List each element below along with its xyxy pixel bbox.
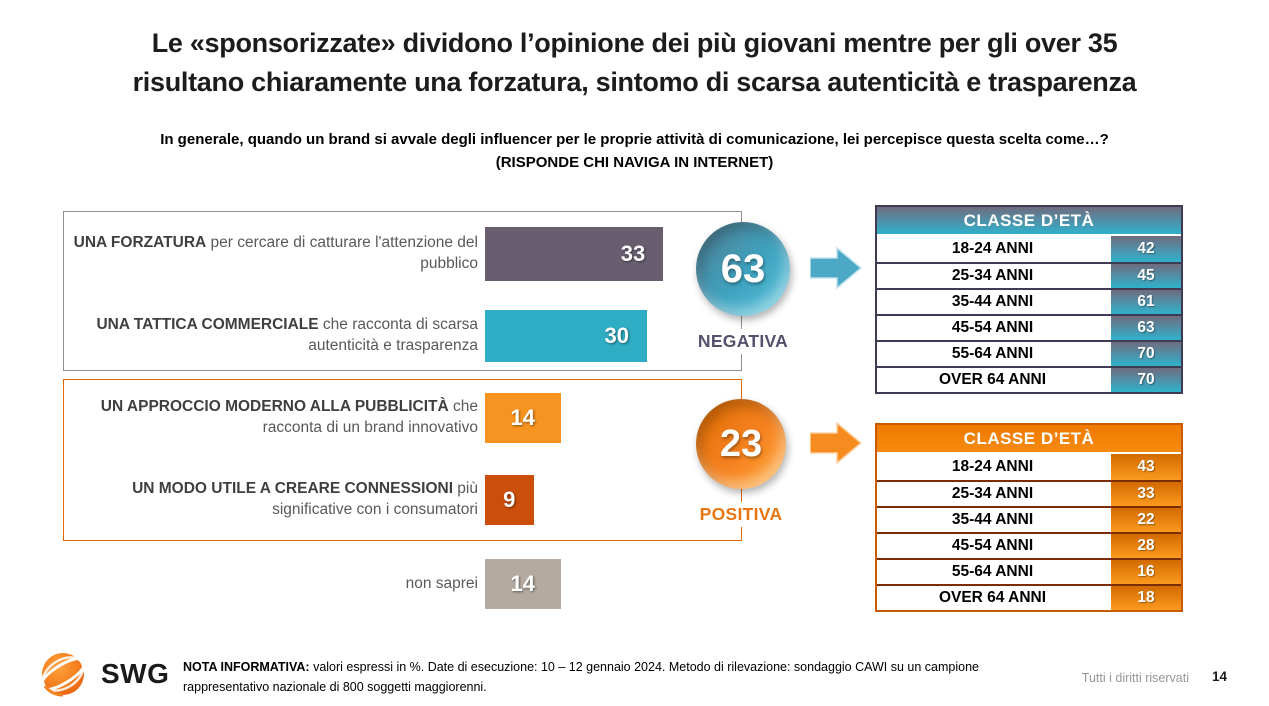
- age-label: OVER 64 ANNI: [877, 586, 1108, 610]
- right-arrow-icon: [810, 247, 862, 289]
- table-row: 25-34 ANNI 45: [877, 262, 1181, 288]
- bar-label-rest: più significative con i consumatori: [272, 480, 478, 518]
- survey-question: In generale, quando un brand si avvale d…: [60, 128, 1209, 175]
- positiva-caption: POSITIVA: [691, 502, 791, 527]
- age-value: 42: [1108, 236, 1181, 262]
- age-label: 45-54 ANNI: [877, 534, 1108, 558]
- bar-label: non saprei: [70, 559, 478, 609]
- page-title: Le «sponsorizzate» dividono l’opinione d…: [40, 24, 1229, 102]
- footer-note-label: NOTA INFORMATIVA:: [183, 660, 310, 674]
- bar-label-bold: UNA FORZATURA: [73, 234, 207, 252]
- bar-approccio: 14: [485, 393, 561, 443]
- swg-globe-icon: [38, 653, 88, 697]
- right-arrow-icon: [810, 422, 862, 464]
- bar-value: 33: [620, 241, 646, 266]
- age-table-header: CLASSE D’ETÀ: [877, 207, 1181, 234]
- swg-logo: SWG: [33, 646, 169, 702]
- age-value: 28: [1108, 534, 1181, 558]
- age-label: 18-24 ANNI: [877, 454, 1108, 480]
- table-row: 45-54 ANNI 28: [877, 532, 1181, 558]
- age-label: 35-44 ANNI: [877, 290, 1108, 314]
- table-row: 45-54 ANNI 63: [877, 314, 1181, 340]
- bar-label-rest: non saprei: [405, 574, 478, 592]
- table-row: 55-64 ANNI 16: [877, 558, 1181, 584]
- age-table-negativa: CLASSE D’ETÀ 18-24 ANNI 42 25-34 ANNI 45…: [875, 205, 1183, 394]
- bar-forzatura: 33: [485, 227, 664, 281]
- bar-label-rest: che racconta di scarsa autenticità e tra…: [308, 316, 478, 354]
- bar-label-rest: per cercare di catturare l'attenzione de…: [206, 234, 478, 272]
- age-label: 55-64 ANNI: [877, 342, 1108, 366]
- age-label: 18-24 ANNI: [877, 236, 1108, 262]
- page-title-line1: Le «sponsorizzate» dividono l’opinione d…: [151, 28, 1118, 58]
- age-value: 70: [1108, 342, 1181, 366]
- age-label: OVER 64 ANNI: [877, 368, 1108, 392]
- table-row: 18-24 ANNI 42: [877, 236, 1181, 262]
- age-value: 63: [1108, 316, 1181, 340]
- page-title-line2: risultano chiaramente una forzatura, sin…: [132, 67, 1137, 98]
- bar-label: UNA TATTICA COMMERCIALE che racconta di …: [70, 310, 478, 362]
- copyright-text: Tutti i diritti riservati: [1081, 671, 1189, 685]
- age-value: 70: [1108, 368, 1181, 392]
- bar-label-rest: che racconta di un brand innovativo: [262, 398, 478, 436]
- survey-question-line2: (RISPONDE CHI NAVIGA IN INTERNET): [495, 154, 774, 172]
- table-row: 55-64 ANNI 70: [877, 340, 1181, 366]
- age-value: 18: [1108, 586, 1181, 610]
- negativa-total-circle: 63: [696, 222, 790, 316]
- age-value: 45: [1108, 264, 1181, 288]
- bar-label: UN MODO UTILE A CREARE CONNESSIONI più s…: [70, 475, 478, 525]
- negativa-caption: NEGATIVA: [693, 329, 793, 354]
- bar-value: 14: [510, 405, 536, 430]
- age-value: 33: [1108, 482, 1181, 506]
- bar-label: UNA FORZATURA per cercare di catturare l…: [70, 227, 478, 281]
- table-row: OVER 64 ANNI 70: [877, 366, 1181, 392]
- swg-logo-text: SWG: [101, 658, 170, 689]
- bar-value: 9: [503, 487, 516, 512]
- age-value: 16: [1108, 560, 1181, 584]
- bar-value: 30: [604, 323, 629, 348]
- bar-label: UN APPROCCIO MODERNO ALLA PUBBLICITÀ che…: [70, 393, 478, 443]
- bar-label-bold: UNA TATTICA COMMERCIALE: [96, 316, 319, 334]
- survey-question-line1: In generale, quando un brand si avvale d…: [160, 131, 1109, 148]
- positiva-total-circle: 23: [696, 399, 786, 489]
- age-value: 43: [1108, 454, 1181, 480]
- table-row: 35-44 ANNI 61: [877, 288, 1181, 314]
- bar-label-bold: UN MODO UTILE A CREARE CONNESSIONI: [132, 480, 453, 498]
- table-row: 35-44 ANNI 22: [877, 506, 1181, 532]
- footer-note: NOTA INFORMATIVA: valori espressi in %. …: [183, 657, 1005, 697]
- bar-tattica: 30: [485, 310, 647, 362]
- negativa-total-value: 63: [720, 246, 766, 291]
- page-number: 14: [1211, 669, 1227, 684]
- footer-note-text: valori espressi in %. Date di esecuzione…: [183, 660, 979, 694]
- bar-value: 14: [510, 571, 536, 596]
- age-table-positiva: CLASSE D’ETÀ 18-24 ANNI 43 25-34 ANNI 33…: [875, 423, 1183, 612]
- bar-modo-utile: 9: [485, 475, 534, 525]
- bar-label-bold: UN APPROCCIO MODERNO ALLA PUBBLICITÀ: [100, 398, 449, 416]
- table-row: 25-34 ANNI 33: [877, 480, 1181, 506]
- age-value: 22: [1108, 508, 1181, 532]
- table-row: OVER 64 ANNI 18: [877, 584, 1181, 610]
- age-label: 45-54 ANNI: [877, 316, 1108, 340]
- age-label: 35-44 ANNI: [877, 508, 1108, 532]
- age-label: 25-34 ANNI: [877, 264, 1108, 288]
- positiva-total-value: 23: [719, 422, 763, 465]
- table-row: 18-24 ANNI 43: [877, 454, 1181, 480]
- bar-non-saprei: 14: [485, 559, 561, 609]
- age-label: 55-64 ANNI: [877, 560, 1108, 584]
- age-table-header: CLASSE D’ETÀ: [877, 425, 1181, 452]
- age-label: 25-34 ANNI: [877, 482, 1108, 506]
- age-value: 61: [1108, 290, 1181, 314]
